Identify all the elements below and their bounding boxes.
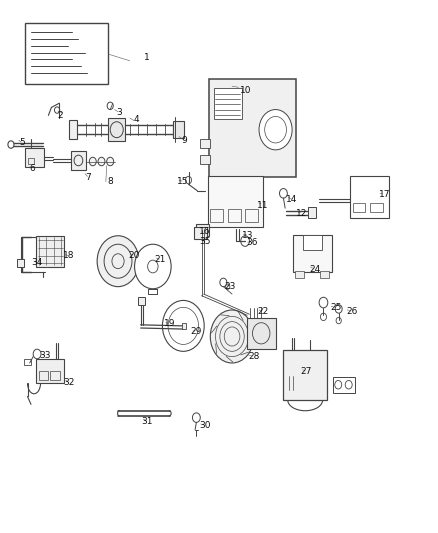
Bar xyxy=(108,118,125,141)
Text: 11: 11 xyxy=(257,201,268,210)
Circle shape xyxy=(134,244,171,289)
Bar xyxy=(69,120,77,139)
Bar xyxy=(36,359,64,383)
Text: 14: 14 xyxy=(286,195,298,204)
Bar xyxy=(228,209,241,222)
Text: 7: 7 xyxy=(85,173,91,182)
Bar xyxy=(245,209,258,222)
Bar xyxy=(50,371,60,381)
Bar xyxy=(200,155,210,164)
Bar xyxy=(353,203,365,213)
Text: 2: 2 xyxy=(57,111,63,120)
Text: 32: 32 xyxy=(63,377,74,386)
Bar xyxy=(173,123,180,136)
Bar xyxy=(371,203,383,213)
Circle shape xyxy=(210,310,254,363)
Circle shape xyxy=(259,110,292,150)
Text: 16: 16 xyxy=(199,227,211,236)
Bar xyxy=(182,322,186,329)
Bar xyxy=(71,151,86,170)
Bar xyxy=(17,259,25,266)
Text: 27: 27 xyxy=(300,367,312,376)
Bar xyxy=(320,271,328,278)
Text: 36: 36 xyxy=(246,238,258,247)
Bar xyxy=(214,88,242,119)
Text: 4: 4 xyxy=(134,115,139,124)
Bar xyxy=(194,227,207,239)
Text: 24: 24 xyxy=(309,265,320,273)
Text: 8: 8 xyxy=(107,177,113,186)
Text: 23: 23 xyxy=(224,281,236,290)
Text: 31: 31 xyxy=(141,417,153,426)
Text: 19: 19 xyxy=(164,319,176,328)
Text: 10: 10 xyxy=(240,86,252,95)
Text: 34: 34 xyxy=(32,258,43,266)
Text: 29: 29 xyxy=(191,327,202,336)
Circle shape xyxy=(8,141,14,148)
Text: 33: 33 xyxy=(39,351,51,360)
Bar xyxy=(283,350,327,400)
Text: 5: 5 xyxy=(19,139,25,148)
Bar xyxy=(138,297,145,305)
Bar xyxy=(25,148,44,167)
Text: 17: 17 xyxy=(378,190,390,199)
Bar xyxy=(208,176,262,227)
Bar xyxy=(173,121,184,138)
Text: 12: 12 xyxy=(296,209,307,218)
Bar xyxy=(28,158,35,164)
Text: 22: 22 xyxy=(257,307,268,316)
Bar xyxy=(36,236,64,266)
Bar xyxy=(303,235,322,249)
Bar xyxy=(295,271,304,278)
Circle shape xyxy=(89,157,96,166)
Text: 3: 3 xyxy=(116,108,122,117)
Text: 18: 18 xyxy=(63,252,74,261)
Circle shape xyxy=(98,157,105,166)
Bar xyxy=(196,224,208,236)
Text: 13: 13 xyxy=(241,231,253,240)
Bar xyxy=(39,371,48,381)
Text: 1: 1 xyxy=(144,53,150,62)
Bar xyxy=(209,79,297,177)
Text: 26: 26 xyxy=(346,306,357,316)
Bar xyxy=(25,22,108,84)
Text: 28: 28 xyxy=(248,352,259,361)
Text: 20: 20 xyxy=(128,252,140,261)
Bar xyxy=(293,235,332,272)
Bar xyxy=(247,318,276,349)
Text: 35: 35 xyxy=(199,237,211,246)
Bar xyxy=(333,377,355,393)
Text: 21: 21 xyxy=(155,255,166,264)
Circle shape xyxy=(97,236,139,287)
Bar xyxy=(200,139,210,148)
Text: 25: 25 xyxy=(330,303,341,312)
Text: 9: 9 xyxy=(181,136,187,145)
Bar xyxy=(24,359,31,365)
Text: 30: 30 xyxy=(199,421,211,430)
Bar xyxy=(210,209,223,222)
Circle shape xyxy=(107,157,114,166)
Bar xyxy=(350,176,389,217)
Text: 15: 15 xyxy=(177,177,189,186)
Circle shape xyxy=(162,301,204,351)
Text: 6: 6 xyxy=(30,164,35,173)
Bar xyxy=(308,207,316,217)
